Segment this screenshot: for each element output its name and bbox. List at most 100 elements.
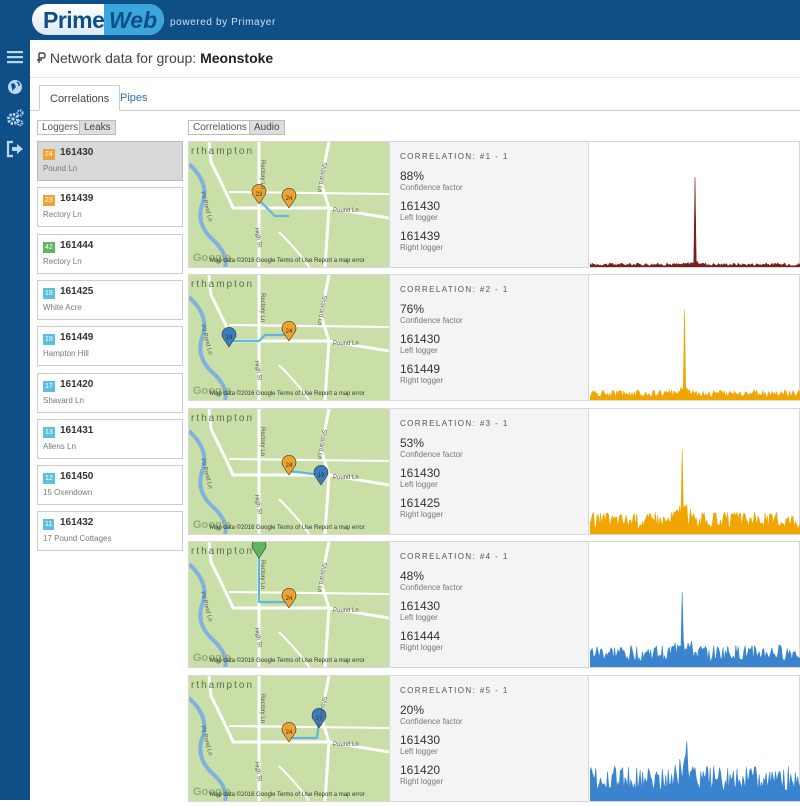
pipe-icon <box>37 52 46 63</box>
svg-text:High St: High St <box>253 227 262 248</box>
svg-text:rthampton: rthampton <box>191 680 254 691</box>
svg-text:23: 23 <box>256 192 263 198</box>
logger-item[interactable]: 24 161430 Pound Ln <box>37 141 183 181</box>
correlation-title: CORRELATION: #1 - 1 <box>400 152 509 161</box>
menu-icon[interactable] <box>5 47 25 67</box>
logger-item[interactable]: 19 161449 Hampton Hill <box>37 326 183 367</box>
left-logger-value: 161430 <box>400 599 441 614</box>
primeweb-logo[interactable]: Prime Web <box>32 4 164 35</box>
left-logger-label: Left logger <box>400 746 438 756</box>
confidence-label: Confidence factor <box>400 449 463 459</box>
correlation-row[interactable]: 24 17 rthampton Rectory Ln Shavard Ln Pound L… <box>188 674 800 802</box>
correlation-map[interactable]: 24 19 rthampton Rectory Ln Shavard Ln Pound L… <box>189 408 389 534</box>
confidence-value: 76% <box>400 302 425 317</box>
logger-id: 161444 <box>60 239 94 251</box>
right-logger-value: 161439 <box>400 229 441 243</box>
svg-text:High St: High St <box>253 627 262 648</box>
logger-badge: 19 <box>43 334 55 346</box>
map-pin-icon[interactable]: 24 <box>281 588 297 609</box>
logger-badge: 19 <box>43 287 55 299</box>
svg-text:24: 24 <box>286 730 293 736</box>
logger-item[interactable]: 42 161444 Rectory Ln <box>37 233 183 274</box>
correlation-graph <box>589 176 800 268</box>
correlation-title: CORRELATION: #5 - 1 <box>400 685 509 695</box>
svg-text:High St: High St <box>253 494 262 515</box>
logger-item[interactable]: 23 161439 Rectory Ln <box>37 187 183 228</box>
map-pin-icon[interactable]: 24 <box>281 321 297 342</box>
svg-text:Rectory Ln: Rectory Ln <box>259 694 265 723</box>
map-pin-icon[interactable]: 23 <box>251 184 267 205</box>
subtab-correlations[interactable]: Correlations <box>188 120 252 135</box>
correlation-spectrum[interactable] <box>589 676 800 801</box>
logger-name: White Acre <box>43 302 82 312</box>
correlation-row[interactable]: 24 19 rthampton Rectory Ln Shavard Ln Pound L… <box>188 407 800 535</box>
map-attribution[interactable]: Map data ©2016 Google Terms of Use Repor… <box>210 791 365 798</box>
correlation-map[interactable]: 24 17 rthampton Rectory Ln Shavard Ln Pound L… <box>189 675 389 801</box>
confidence-label: Confidence factor <box>400 316 463 326</box>
tab-correlations[interactable]: Correlations <box>39 85 121 111</box>
correlation-map[interactable]: 19 24 rthampton Rectory Ln Shavard Ln Pound L… <box>189 275 389 401</box>
map-attribution[interactable]: Map data ©2016 Google Terms of Use Repor… <box>210 258 365 264</box>
map-pin-icon[interactable]: 24 <box>281 721 297 743</box>
correlation-title: CORRELATION: #3 - 1 <box>400 418 509 428</box>
logger-id: 161425 <box>60 285 94 297</box>
tab-pipes[interactable]: Pipes <box>120 92 148 104</box>
gears-icon[interactable] <box>5 108 25 128</box>
map-attribution[interactable]: Map data ©2016 Google Terms of Use Repor… <box>210 524 365 531</box>
subtab-loggers[interactable]: Loggers <box>37 120 84 135</box>
right-logger-value: 161420 <box>400 762 441 777</box>
logger-badge: 17 <box>43 380 55 392</box>
correlation-row[interactable]: 19 24 rthampton Rectory Ln Shavard Ln Pound L… <box>188 274 800 402</box>
globe-icon[interactable] <box>5 77 25 97</box>
correlation-map[interactable]: 24 rthampton Rectory Ln Shavard Ln Pound Ln H… <box>189 542 389 668</box>
svg-text:19: 19 <box>318 473 325 479</box>
correlation-spectrum[interactable] <box>589 409 800 535</box>
correlation-title: CORRELATION: #4 - 1 <box>400 552 509 562</box>
map-pin-icon[interactable]: 24 <box>281 188 297 209</box>
title-prefix: Network data for group: <box>49 50 197 66</box>
google-logo: Google <box>193 652 231 665</box>
google-logo: Google <box>193 385 231 398</box>
logger-name: 15 Oxendown <box>43 488 93 498</box>
correlation-row[interactable]: 23 24 rthampton Rectory Ln Shavard Ln Pound L… <box>188 141 800 268</box>
powered-by: powered by Primayer <box>170 17 276 28</box>
map-pin-icon[interactable]: 24 <box>281 454 297 476</box>
map-pin-icon[interactable]: 19 <box>313 464 329 486</box>
right-logger-label: Right logger <box>400 376 444 386</box>
logger-name: Shavard Ln <box>43 395 84 405</box>
logger-id: 161449 <box>60 332 94 344</box>
map-pin-icon[interactable] <box>251 542 267 559</box>
svg-text:Rectory Ln: Rectory Ln <box>259 293 265 322</box>
map-pin-icon[interactable]: 19 <box>221 327 237 348</box>
map-attribution[interactable]: Map data ©2016 Google Terms of Use Repor… <box>210 658 365 665</box>
correlation-map[interactable]: 23 24 rthampton Rectory Ln Shavard Ln Pound L… <box>189 142 389 267</box>
right-logger-value: 161444 <box>400 629 441 644</box>
subtab-audio[interactable]: Audio <box>249 120 285 135</box>
correlation-row[interactable]: 24 rthampton Rectory Ln Shavard Ln Pound Ln H… <box>188 541 800 669</box>
map-pin-icon[interactable]: 17 <box>311 707 327 729</box>
top-bar: Prime Web powered by Primayer <box>0 0 800 40</box>
google-logo: Google <box>193 518 231 531</box>
logger-item[interactable]: 11 161432 17 Pound Cottages <box>37 511 183 552</box>
logger-item[interactable]: 13 161431 Allens Ln <box>37 418 183 459</box>
correlation-info: CORRELATION: #2 - 1 76% Confidence factor 1… <box>389 275 589 401</box>
logger-item[interactable]: 17 161420 Shavard Ln <box>37 372 183 413</box>
svg-text:rthampton: rthampton <box>191 413 254 424</box>
svg-text:High St: High St <box>253 761 262 782</box>
logout-icon[interactable] <box>5 139 25 159</box>
correlation-spectrum[interactable] <box>589 542 800 668</box>
logger-name: Allens Ln <box>43 441 76 451</box>
logger-id: 161439 <box>60 193 94 205</box>
right-logger-value: 161425 <box>400 495 441 510</box>
map-attribution[interactable]: Map data ©2016 Google Terms of Use Repor… <box>210 391 365 398</box>
correlation-graph <box>589 740 800 801</box>
subtab-leaks[interactable]: Leaks <box>79 120 116 135</box>
correlation-spectrum[interactable] <box>589 275 800 401</box>
logger-badge: 13 <box>43 426 55 438</box>
correlation-info: CORRELATION: #1 - 1 88% Confidence factor 1… <box>389 142 589 267</box>
svg-text:Pound Ln: Pound Ln <box>333 341 359 347</box>
correlation-spectrum[interactable] <box>589 142 800 268</box>
right-logger-label: Right logger <box>400 243 444 252</box>
logger-item[interactable]: 19 161425 White Acre <box>37 279 183 320</box>
logger-item[interactable]: 12 161450 15 Oxendown <box>37 465 183 506</box>
